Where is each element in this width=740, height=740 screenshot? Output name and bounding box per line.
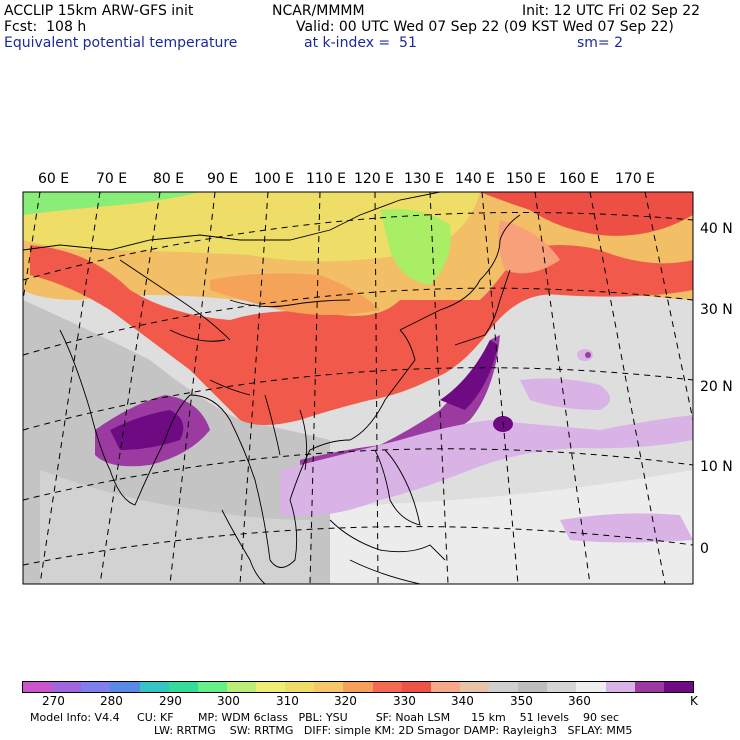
lon-label: 120 E	[354, 171, 395, 187]
colorbar-tick-label: 270	[42, 694, 65, 708]
valid-time: Valid: 00 UTC Wed 07 Sep 22 (09 KST Wed …	[296, 19, 674, 35]
colorbar-swatch	[110, 682, 140, 692]
colorbar-tick-label: 360	[568, 694, 591, 708]
lon-label: 160 E	[559, 171, 600, 187]
colorbar-swatch	[197, 682, 227, 692]
colorbar-swatch	[663, 682, 693, 692]
colorbar-swatch	[139, 682, 169, 692]
lon-label: 80 E	[153, 171, 185, 187]
colorbar-swatch	[518, 682, 548, 692]
lon-label: 100 E	[254, 171, 295, 187]
colorbar-swatch	[401, 682, 431, 692]
graticule	[23, 192, 693, 584]
colorbar-swatch	[372, 682, 402, 692]
colorbar-swatch	[605, 682, 635, 692]
lon-label: 150 E	[506, 171, 547, 187]
footer-model-info: Model Info: V4.4 CU: KF MP: WDM 6class P…	[30, 711, 620, 724]
colorbar-tick-label: 320	[334, 694, 357, 708]
colorbar-tick-label: 300	[217, 694, 240, 708]
colorbar-swatch	[547, 682, 577, 692]
colorbar-tick-label: 290	[159, 694, 182, 708]
colorbar-swatch	[23, 682, 53, 692]
lon-label: 90 E	[207, 171, 239, 187]
lat-label: 10 N	[700, 459, 733, 475]
colorbar-tick-label: 330	[393, 694, 416, 708]
model-title: ACCLIP 15km ARW-GFS init	[4, 3, 194, 19]
equivalent-potential-temperature-field	[23, 192, 693, 584]
colorbar-swatch	[52, 682, 82, 692]
map-frame	[22, 191, 694, 585]
field-name: Equivalent potential temperature	[4, 35, 238, 51]
colorbar-swatch	[634, 682, 664, 692]
colorbar-swatch	[314, 682, 344, 692]
colorbar-swatch	[576, 682, 606, 692]
colorbar-tick-label: 310	[276, 694, 299, 708]
forecast-hour: Fcst: 108 h	[4, 19, 87, 35]
colorbar-swatch	[343, 682, 373, 692]
colorbar-tick-label: 350	[510, 694, 533, 708]
colorbar	[22, 681, 694, 693]
coastlines	[23, 192, 521, 584]
lat-label: 0	[700, 541, 709, 557]
colorbar-swatch	[285, 682, 315, 692]
init-time: Init: 12 UTC Fri 02 Sep 22	[522, 3, 701, 19]
colorbar-swatch	[459, 682, 489, 692]
colorbar-swatch	[256, 682, 286, 692]
lat-label: 40 N	[700, 221, 733, 237]
smoothing: sm= 2	[577, 35, 624, 51]
level-index: at k-index = 51	[304, 35, 417, 51]
colorbar-tick-label: 340	[451, 694, 474, 708]
colorbar-unit: K	[690, 694, 698, 708]
lon-label: 110 E	[306, 171, 347, 187]
colorbar-swatch	[168, 682, 198, 692]
footer-physics-info: LW: RRTMG SW: RRTMG DIFF: simple KM: 2D …	[154, 724, 633, 737]
lon-label: 130 E	[404, 171, 445, 187]
colorbar-tick-label: 280	[100, 694, 123, 708]
colorbar-swatch	[226, 682, 256, 692]
colorbar-swatch	[430, 682, 460, 692]
colorbar-swatch	[81, 682, 111, 692]
lon-label: 60 E	[38, 171, 70, 187]
center-name: NCAR/MMMM	[272, 3, 365, 19]
lon-label: 170 E	[615, 171, 656, 187]
lat-label: 20 N	[700, 379, 733, 395]
lon-label: 140 E	[455, 171, 496, 187]
lat-label: 30 N	[700, 302, 733, 318]
colorbar-swatch	[489, 682, 519, 692]
lon-label: 70 E	[96, 171, 128, 187]
